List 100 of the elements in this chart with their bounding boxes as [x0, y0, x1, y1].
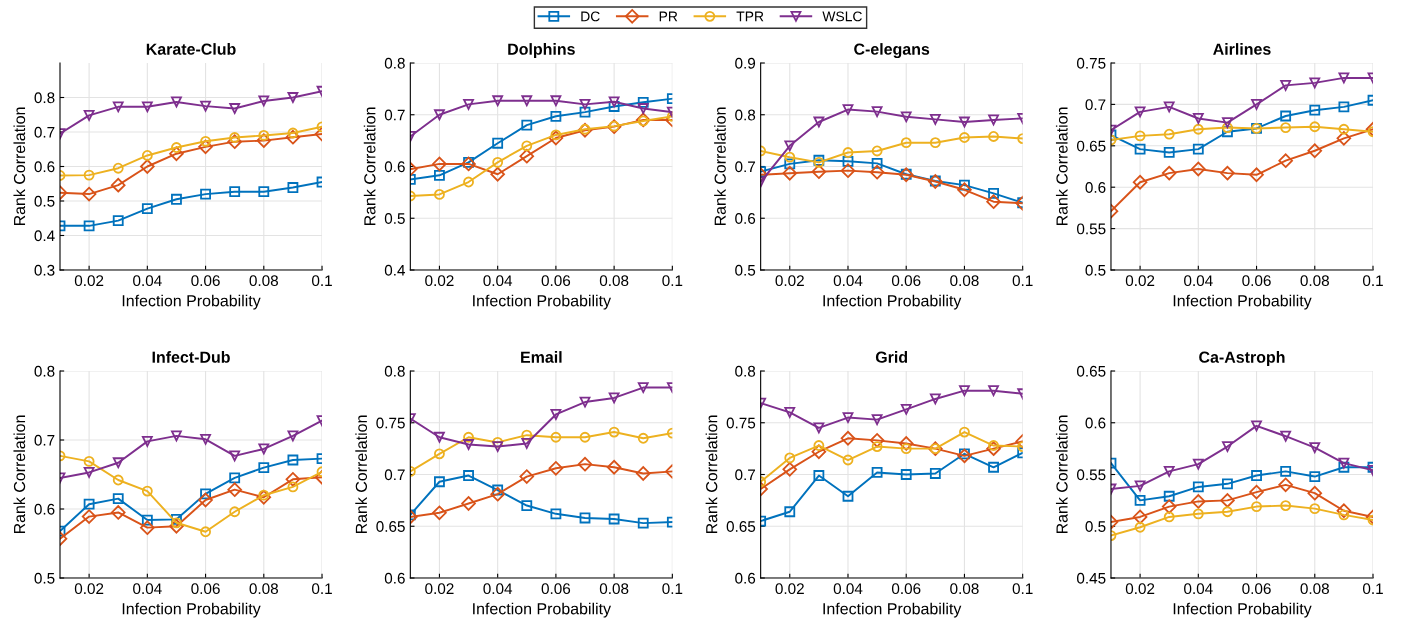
point [784, 140, 796, 152]
x-tick-label: 0.04 [1184, 583, 1213, 595]
point [140, 159, 155, 174]
point [434, 476, 445, 488]
point [871, 467, 883, 478]
point [1161, 499, 1177, 514]
point [637, 517, 649, 529]
point [229, 450, 241, 462]
y-tick-label: 0.6 [34, 503, 55, 515]
point [110, 177, 126, 193]
point [434, 109, 445, 121]
x-tick-label: 0.1 [662, 275, 683, 287]
point [1163, 128, 1175, 140]
point [200, 488, 211, 500]
y-tick-label: 0.8 [384, 57, 405, 69]
point [287, 454, 299, 466]
point [490, 166, 505, 182]
x-tick-label: 0.1 [312, 275, 332, 287]
point [842, 104, 854, 115]
point [229, 472, 241, 484]
point [432, 156, 447, 172]
chart-title: Dolphins [508, 43, 575, 58]
point [550, 508, 562, 520]
point [169, 146, 184, 162]
x-tick-label: 0.02 [1125, 275, 1155, 287]
point [1134, 130, 1146, 142]
y-tick-label: 0.3 [34, 264, 55, 276]
point [112, 474, 124, 486]
point [871, 414, 883, 426]
point [1338, 101, 1350, 113]
point [1192, 123, 1204, 135]
x-axis-title: Infection Probability [823, 294, 962, 310]
point [784, 151, 796, 163]
point [1134, 480, 1146, 492]
point [1220, 493, 1235, 508]
y-tick-label: 0.5 [1085, 521, 1106, 532]
point [112, 215, 124, 227]
y-tick-label: 0.7 [34, 126, 55, 138]
point [900, 469, 912, 480]
point [900, 111, 912, 123]
point [959, 116, 970, 128]
point [169, 518, 184, 534]
point [434, 189, 445, 200]
point [1163, 101, 1175, 113]
y-tick-label: 0.75 [726, 417, 756, 429]
y-tick-label: 0.5 [1085, 264, 1106, 276]
chart-title: Airlines [1213, 43, 1271, 55]
point [492, 156, 504, 168]
point [171, 430, 182, 442]
point [577, 456, 593, 472]
point [141, 150, 153, 161]
point [959, 385, 970, 397]
point [842, 147, 854, 158]
x-axis-title: Infection Probability [823, 602, 962, 618]
y-tick-label: 0.6 [384, 572, 405, 584]
point [463, 431, 474, 443]
point [900, 443, 912, 455]
point [1280, 110, 1292, 122]
x-tick-label: 0.06 [191, 275, 220, 287]
point [871, 441, 883, 452]
y-tick-label: 0.5 [34, 572, 55, 584]
point [519, 469, 535, 484]
point [813, 470, 825, 481]
x-tick-label: 0.1 [1362, 583, 1383, 595]
point [1222, 478, 1233, 490]
point [1307, 485, 1323, 501]
point [986, 441, 1001, 456]
point [1251, 420, 1262, 432]
x-tick-label: 0.1 [662, 583, 683, 595]
x-tick-label: 0.04 [1184, 275, 1213, 287]
point [784, 158, 796, 170]
point [782, 462, 798, 477]
point [1222, 441, 1233, 452]
x-tick-label: 0.06 [1242, 583, 1271, 595]
y-tick-label: 0.7 [384, 469, 405, 481]
x-tick-label: 0.08 [599, 583, 629, 595]
point [1338, 509, 1350, 521]
point [463, 439, 474, 450]
point [637, 432, 649, 444]
y-axis-title: Rank Correlation [714, 107, 726, 226]
y-tick-label: 0.7 [735, 161, 756, 173]
point [1192, 113, 1204, 124]
point [112, 101, 124, 113]
point [1192, 481, 1204, 493]
y-tick-label: 0.6 [735, 213, 756, 224]
y-tick-label: 0.65 [1076, 365, 1106, 377]
chart-title: Grid [875, 351, 908, 363]
point [813, 116, 825, 128]
y-tick-label: 0.6 [384, 161, 405, 173]
point [637, 103, 649, 114]
point [1134, 106, 1146, 118]
point [606, 459, 622, 475]
point [929, 468, 941, 479]
point [110, 505, 126, 520]
point [929, 393, 941, 405]
point [871, 106, 883, 118]
point [1336, 503, 1352, 519]
point [83, 467, 95, 478]
point [608, 426, 620, 438]
point [521, 429, 533, 441]
